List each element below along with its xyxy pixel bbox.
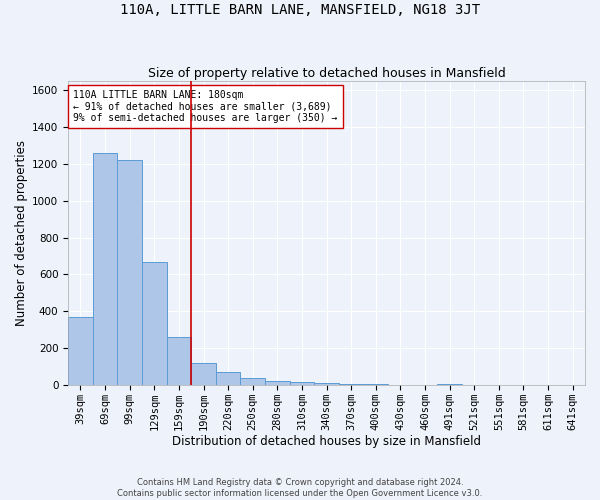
X-axis label: Distribution of detached houses by size in Mansfield: Distribution of detached houses by size … [172,434,481,448]
Bar [265,380,290,385]
Bar [216,372,241,385]
Title: Size of property relative to detached houses in Mansfield: Size of property relative to detached ho… [148,66,505,80]
Bar [68,317,93,385]
Text: 110A LITTLE BARN LANE: 180sqm
← 91% of detached houses are smaller (3,689)
9% of: 110A LITTLE BARN LANE: 180sqm ← 91% of d… [73,90,338,123]
Bar [191,363,216,385]
Y-axis label: Number of detached properties: Number of detached properties [15,140,28,326]
Bar [364,384,388,385]
Bar [437,384,462,385]
Text: Contains HM Land Registry data © Crown copyright and database right 2024.
Contai: Contains HM Land Registry data © Crown c… [118,478,482,498]
Bar [118,160,142,385]
Text: 110A, LITTLE BARN LANE, MANSFIELD, NG18 3JT: 110A, LITTLE BARN LANE, MANSFIELD, NG18 … [120,2,480,16]
Bar [314,384,339,385]
Bar [290,382,314,385]
Bar [241,378,265,385]
Bar [167,337,191,385]
Bar [142,262,167,385]
Bar [339,384,364,385]
Bar [93,152,118,385]
